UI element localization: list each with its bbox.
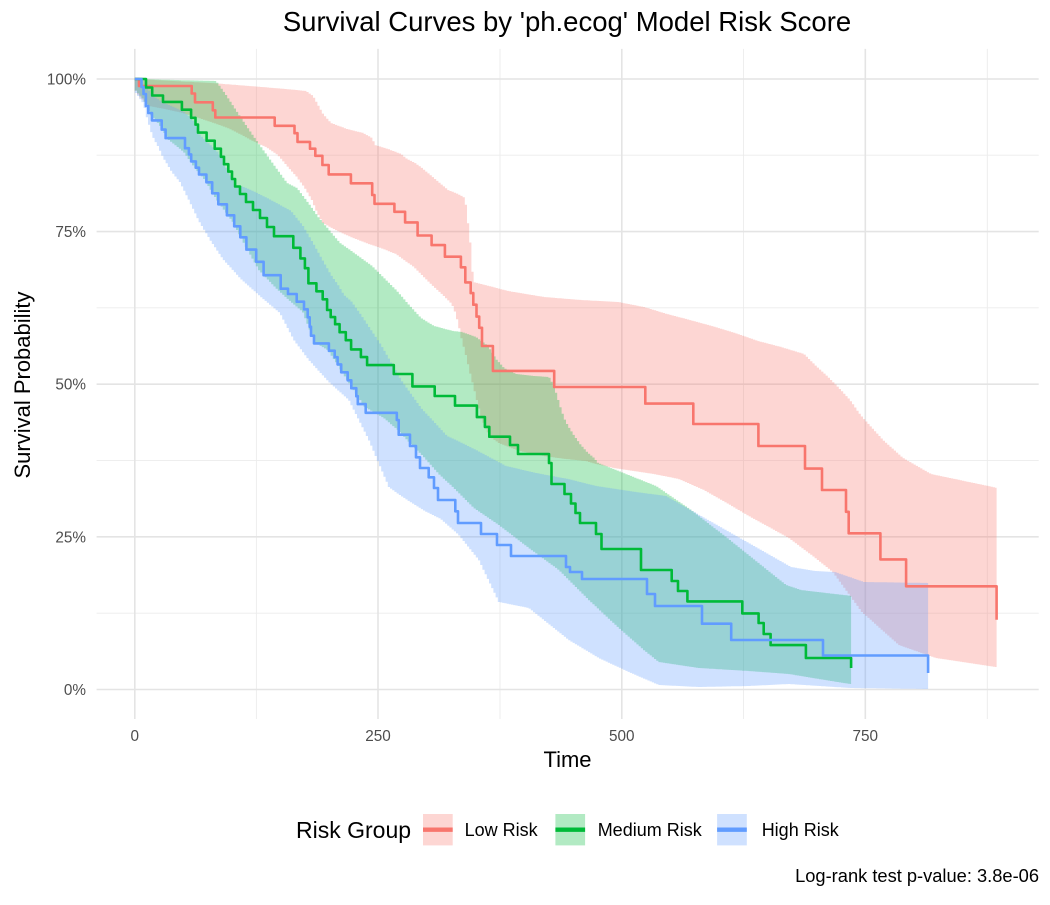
svg-text:Survival Curves by 'ph.ecog' M: Survival Curves by 'ph.ecog' Model Risk … xyxy=(283,6,851,37)
svg-text:50%: 50% xyxy=(55,377,86,394)
svg-text:Time: Time xyxy=(543,747,591,772)
svg-text:75%: 75% xyxy=(55,224,86,241)
svg-text:Risk Group: Risk Group xyxy=(296,817,411,843)
svg-text:250: 250 xyxy=(365,728,391,745)
svg-text:25%: 25% xyxy=(55,529,86,546)
svg-text:Low Risk: Low Risk xyxy=(465,820,539,840)
svg-text:Survival Probability: Survival Probability xyxy=(10,291,35,478)
svg-text:Medium Risk: Medium Risk xyxy=(598,820,703,840)
svg-text:500: 500 xyxy=(609,728,635,745)
svg-text:100%: 100% xyxy=(47,72,87,89)
svg-text:750: 750 xyxy=(853,728,879,745)
svg-text:0: 0 xyxy=(131,728,140,745)
svg-text:High Risk: High Risk xyxy=(762,820,840,840)
svg-text:Log-rank test p-value: 3.8e-06: Log-rank test p-value: 3.8e-06 xyxy=(795,865,1039,886)
svg-text:0%: 0% xyxy=(64,682,87,699)
